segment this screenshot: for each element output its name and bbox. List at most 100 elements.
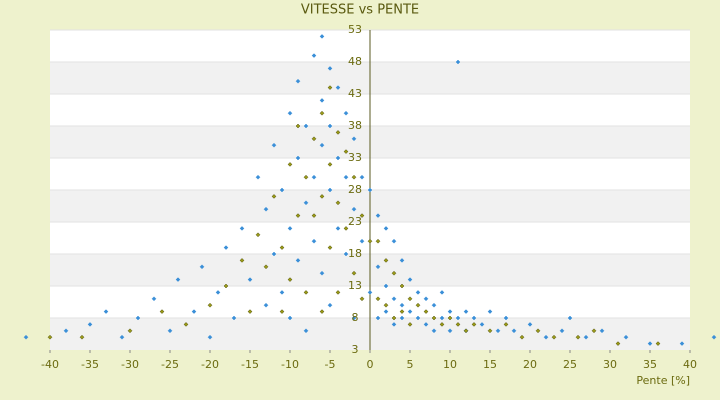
point xyxy=(367,187,373,193)
point xyxy=(439,315,445,321)
point xyxy=(375,315,381,321)
point xyxy=(327,245,333,250)
point xyxy=(359,213,365,218)
point xyxy=(399,283,405,289)
point xyxy=(319,98,325,103)
point xyxy=(295,123,301,129)
point xyxy=(335,290,341,295)
point xyxy=(519,334,525,340)
x-tick-label: -15 xyxy=(241,358,259,371)
point xyxy=(279,187,285,193)
point xyxy=(399,309,405,314)
point xyxy=(207,302,213,308)
point xyxy=(311,53,317,58)
point xyxy=(239,226,245,231)
point xyxy=(455,315,461,321)
point xyxy=(383,309,389,314)
point xyxy=(591,328,597,334)
point xyxy=(479,322,485,327)
point xyxy=(391,296,397,302)
point xyxy=(471,315,477,321)
x-tick-label: 10 xyxy=(443,358,457,371)
point xyxy=(295,213,301,218)
point xyxy=(351,136,357,142)
y-tick-label: 38 xyxy=(348,119,362,132)
point xyxy=(271,194,277,199)
point xyxy=(375,264,381,270)
point xyxy=(559,328,565,334)
point xyxy=(487,309,493,314)
point xyxy=(447,315,453,321)
x-tick-label: 0 xyxy=(367,358,374,371)
point xyxy=(47,334,53,340)
point xyxy=(255,174,261,180)
point xyxy=(551,334,557,340)
point xyxy=(567,315,573,321)
point xyxy=(87,322,93,327)
x-tick-label: -10 xyxy=(281,358,299,371)
point xyxy=(383,258,389,263)
point xyxy=(311,174,317,180)
point xyxy=(503,322,509,327)
point xyxy=(263,206,269,212)
point xyxy=(383,302,389,308)
x-tick-label: 35 xyxy=(643,358,657,371)
point xyxy=(343,174,349,180)
point xyxy=(351,270,357,276)
x-tick-label: -25 xyxy=(161,358,179,371)
point xyxy=(407,296,413,302)
point xyxy=(199,264,205,270)
point xyxy=(399,302,405,308)
y-tick-label: 23 xyxy=(348,215,362,228)
point xyxy=(311,213,317,218)
point xyxy=(423,322,429,327)
point xyxy=(511,328,517,334)
point xyxy=(391,238,397,244)
y-tick-label: 13 xyxy=(348,279,362,292)
point xyxy=(527,322,533,327)
y-tick-label: 33 xyxy=(348,151,362,164)
y-tick-label: 8 xyxy=(352,311,359,324)
point xyxy=(303,290,309,295)
point xyxy=(615,341,621,346)
point xyxy=(711,334,717,340)
point xyxy=(279,290,285,295)
point xyxy=(391,270,397,276)
point xyxy=(439,290,445,295)
x-tick-label: -20 xyxy=(201,358,219,371)
point xyxy=(223,245,229,250)
x-axis-label: Pente [%] xyxy=(636,374,690,387)
point xyxy=(215,290,221,295)
point xyxy=(327,187,333,193)
point xyxy=(415,290,421,295)
point xyxy=(303,200,309,206)
point xyxy=(343,226,349,231)
point xyxy=(463,309,469,314)
point xyxy=(391,322,397,327)
point xyxy=(271,142,277,148)
chart-title: VITESSE vs PENTE xyxy=(301,3,419,18)
point xyxy=(375,296,381,302)
point xyxy=(623,334,629,340)
point xyxy=(351,206,357,212)
point xyxy=(295,155,301,161)
point xyxy=(279,309,285,314)
point xyxy=(343,110,349,116)
point xyxy=(79,334,85,340)
point xyxy=(431,302,437,308)
point xyxy=(343,149,349,154)
x-tick-label: 25 xyxy=(563,358,577,371)
point xyxy=(383,226,389,231)
point xyxy=(327,85,333,90)
point xyxy=(287,162,293,167)
point xyxy=(247,309,253,314)
point xyxy=(327,162,333,167)
point xyxy=(383,283,389,289)
point xyxy=(271,251,277,257)
point xyxy=(263,264,269,270)
axes: -40 -35 -30 -25 -20 -15 -10 -5 0 5 10 15 20 25 30 35 40 xyxy=(41,30,697,371)
point xyxy=(375,238,381,244)
point xyxy=(319,194,325,199)
point xyxy=(319,34,325,39)
